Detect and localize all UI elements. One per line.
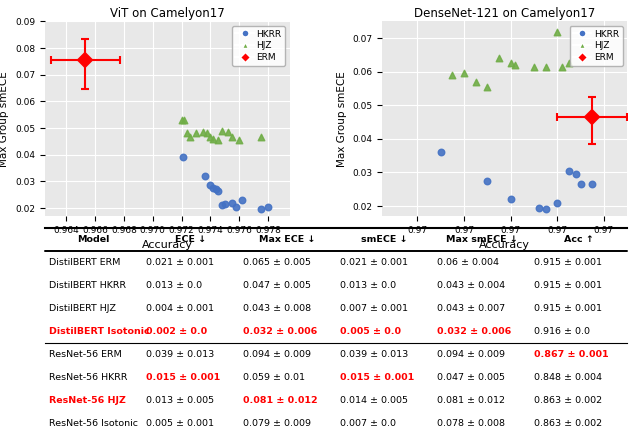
Point <box>179 117 189 124</box>
X-axis label: Accuracy: Accuracy <box>479 240 531 251</box>
Point <box>534 204 544 211</box>
Point <box>255 206 266 213</box>
Point <box>529 63 539 70</box>
Y-axis label: Max Group smECE: Max Group smECE <box>0 71 10 166</box>
Title: DenseNet-121 on Camelyon17: DenseNet-121 on Camelyon17 <box>414 7 595 20</box>
Point <box>212 187 223 194</box>
Point <box>227 199 237 206</box>
Point <box>506 60 516 67</box>
Point <box>575 181 586 187</box>
Y-axis label: Max Group smECE: Max Group smECE <box>337 71 347 166</box>
Point <box>564 60 574 67</box>
Legend: HKRR, HJZ, ERM: HKRR, HJZ, ERM <box>570 26 623 66</box>
Point <box>557 63 567 70</box>
Legend: HKRR, HJZ, ERM: HKRR, HJZ, ERM <box>232 26 285 66</box>
Point <box>177 117 187 124</box>
Point <box>459 70 469 77</box>
Point <box>541 206 551 213</box>
Point <box>552 28 563 35</box>
Point <box>541 63 551 70</box>
Point <box>571 171 581 178</box>
Point <box>483 84 493 91</box>
Point <box>212 137 223 144</box>
Point <box>178 154 188 161</box>
Point <box>191 130 201 137</box>
Point <box>483 178 493 184</box>
X-axis label: Accuracy: Accuracy <box>141 240 193 251</box>
Point <box>470 79 481 85</box>
Point <box>263 203 273 210</box>
Point <box>208 184 218 191</box>
Point <box>494 55 504 62</box>
Point <box>217 127 227 134</box>
Point <box>202 130 212 137</box>
Point <box>185 134 195 141</box>
Point <box>208 135 218 142</box>
Point <box>198 129 208 136</box>
Point <box>182 130 193 137</box>
Point <box>237 196 247 203</box>
Point <box>436 149 446 156</box>
Point <box>200 172 210 179</box>
Point <box>447 72 458 79</box>
Point <box>510 62 520 69</box>
Point <box>227 134 237 141</box>
Point <box>506 196 516 203</box>
Point <box>217 202 227 209</box>
Point <box>552 199 563 206</box>
Point <box>234 137 244 144</box>
Point <box>205 182 216 189</box>
Point <box>220 201 230 208</box>
Point <box>231 203 241 210</box>
Point <box>564 167 574 174</box>
Title: ViT on Camelyon17: ViT on Camelyon17 <box>110 7 225 20</box>
Point <box>587 181 597 187</box>
Point <box>211 186 221 193</box>
Point <box>223 129 233 136</box>
Point <box>205 134 216 141</box>
Point <box>255 134 266 141</box>
